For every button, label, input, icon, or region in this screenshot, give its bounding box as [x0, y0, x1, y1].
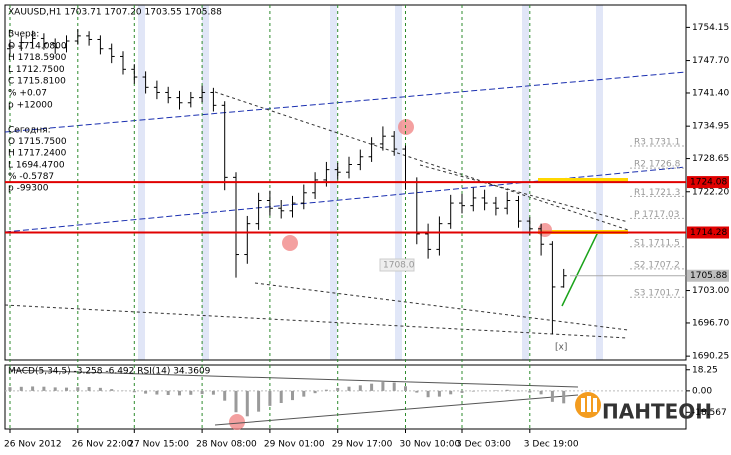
x-tick-label: 3 Dec 03:00 [456, 440, 511, 450]
info-line: p +12000 [8, 100, 53, 110]
indicator-lines [9, 369, 579, 426]
last-price-label: 1705.88 [690, 271, 727, 281]
x-tick-label: 28 Nov 08:00 [196, 440, 257, 450]
info-line: O 1714.0800 [8, 41, 67, 51]
pivot-label: S3 1701.7 [634, 289, 680, 299]
info-line: O 1715.7500 [8, 137, 67, 147]
annotation: 1708.0 [383, 261, 415, 271]
y-tick-label: 1754.15 [692, 23, 729, 33]
info-line: L 1694.4700 [8, 160, 65, 170]
info-line: Вчера: [8, 30, 39, 40]
info-line: % +0.07 [8, 89, 47, 99]
y-tick-label: 1747.70 [692, 56, 729, 66]
info-line: L 1712.7500 [8, 65, 65, 75]
info-line: p -99300 [8, 184, 49, 194]
x-tick-label: 26 Nov 2012 [4, 440, 62, 450]
logo-icon [575, 392, 601, 418]
y-tick-label: 18.25 [692, 365, 718, 375]
info-line: C 1715.8100 [8, 77, 66, 87]
annotation: [x] [555, 343, 567, 353]
info-line: H 1717.2400 [8, 149, 67, 159]
level-label: 1724.08 [690, 178, 727, 188]
info-line: % -0.5787 [8, 172, 54, 182]
x-tick-label: 27 Nov 15:00 [128, 440, 189, 450]
y-tick-label: 0.00 [692, 386, 712, 396]
x-tick-label: 29 Nov 17:00 [332, 440, 393, 450]
info-line: H 1718.5900 [8, 53, 67, 63]
x-tick-label: 3 Dec 19:00 [524, 440, 579, 450]
indicator-frame [4, 364, 687, 430]
y-tick-label: 1741.40 [692, 88, 729, 98]
y-tick-label: 1703.00 [692, 286, 729, 296]
pivot-label: P 1717.03 [634, 210, 680, 220]
y-tick-label: -18.567 [692, 408, 727, 418]
y-tick-label: 1690.25 [692, 352, 729, 362]
pivot-label: R2 1726.8 [634, 160, 681, 170]
pivot-label: S1 1711.5 [634, 238, 680, 248]
x-tick-label: 29 Nov 01:00 [264, 440, 325, 450]
last-price-box [687, 269, 729, 282]
pivot-label: S2 1707.2 [634, 260, 680, 270]
pivot-label: R3 1731.1 [634, 137, 680, 147]
chart-title: XAUUSD,H1 1703.71 1707.20 1703.55 1705.8… [8, 8, 222, 18]
indicator-title: MACD(5,34,5) -3.258 -6.492 RSI(14) 34.36… [8, 367, 211, 377]
y-tick-label: 1722.20 [692, 187, 729, 197]
logo: ПАНТЕОН [602, 400, 712, 424]
y-tick-label: 1734.95 [692, 122, 729, 132]
level-box [687, 176, 729, 189]
level-label: 1714.28 [690, 228, 727, 238]
level-box [687, 226, 729, 239]
info-line: Сегодня: [8, 126, 51, 136]
x-tick-label: 26 Nov 22:00 [72, 440, 133, 450]
pivot-label: R1 1721.3 [634, 188, 680, 198]
y-tick-label: 1728.65 [692, 154, 729, 164]
annotation-box [379, 258, 415, 272]
x-tick-label: 30 Nov 10:00 [400, 440, 461, 450]
y-tick-label: 1696.70 [692, 318, 729, 328]
